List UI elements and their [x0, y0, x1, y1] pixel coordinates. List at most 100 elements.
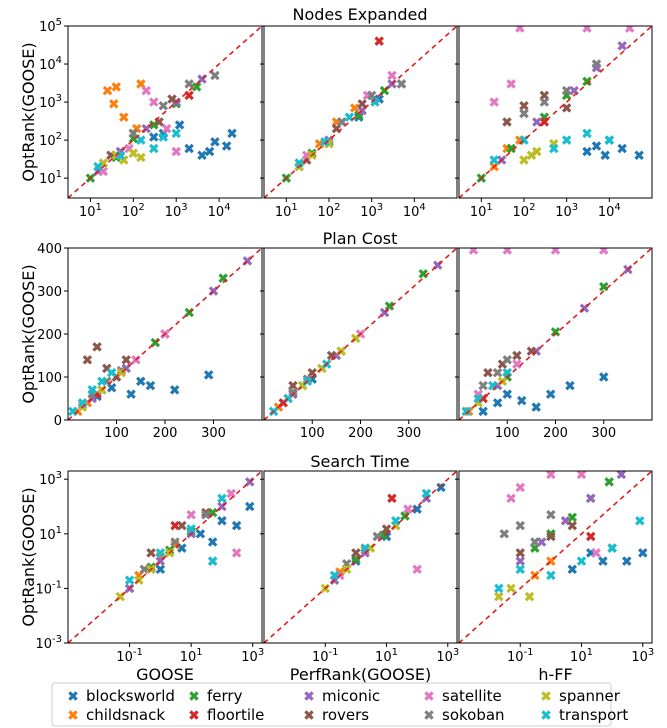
point-ferry — [550, 327, 561, 337]
point-rovers — [546, 531, 556, 542]
point-sokoban — [539, 97, 550, 107]
legend-label: rovers — [322, 706, 369, 724]
point-miconic — [616, 471, 627, 480]
chart-title: Search Time — [310, 452, 409, 471]
point-transport — [186, 524, 196, 534]
legend-item-miconic: miconic — [304, 687, 380, 705]
x-tick-label: 103 — [436, 647, 459, 665]
point-satellite — [403, 504, 413, 514]
plot-area — [459, 471, 652, 643]
panel-h-ff: 101 102 103 104 — [455, 25, 653, 220]
point-transport — [561, 135, 572, 145]
point-rovers — [92, 342, 102, 352]
point-blocksworld — [221, 141, 232, 151]
point-sokoban — [492, 367, 503, 378]
point-satellite — [624, 26, 635, 33]
point-transport — [97, 376, 107, 387]
point-transport — [607, 543, 617, 553]
point-transport — [106, 367, 117, 378]
reference-line — [264, 26, 457, 198]
point-blocksworld — [412, 504, 422, 514]
point-blocksworld — [531, 402, 541, 412]
x-tick-label: 101 — [570, 647, 593, 665]
point-transport — [87, 385, 97, 395]
point-blocksworld — [169, 385, 180, 395]
point-blocksworld — [591, 141, 602, 151]
legend-marker-ferry — [189, 691, 199, 701]
legend-marker-satellite — [424, 691, 434, 701]
legend-item-satellite: satellite — [424, 687, 502, 705]
legend-marker-rovers — [304, 710, 314, 720]
panel-perfrank-goose-: 101 102 103 104 — [260, 25, 458, 220]
point-blocksworld — [245, 501, 255, 512]
x-tick-label: 102 — [122, 202, 145, 220]
y-tick-label: 101 — [39, 525, 62, 543]
point-satellite — [515, 482, 525, 493]
point-transport — [604, 135, 615, 145]
point-rovers — [502, 117, 512, 127]
point-transport — [158, 132, 169, 142]
point-spanner — [532, 146, 542, 157]
point-blocksworld — [174, 120, 185, 130]
legend-marker-transport — [541, 710, 551, 720]
y-tick-label: 102 — [39, 131, 62, 149]
x-tick-label: 101 — [180, 647, 203, 665]
point-transport — [320, 137, 330, 147]
point-blocksworld — [516, 395, 527, 406]
point-blocksworld — [145, 380, 156, 391]
point-blocksworld — [136, 376, 146, 387]
point-spanner — [519, 155, 529, 165]
x-tick-label: 102 — [513, 202, 536, 220]
panel-frame — [263, 470, 458, 644]
point-rovers — [121, 355, 131, 365]
point-blocksworld — [195, 529, 206, 539]
legend-label: satellite — [442, 687, 502, 705]
point-satellite — [506, 493, 516, 504]
panel-frame — [263, 25, 458, 199]
panel-perfrank-goose-: 100 200 300 — [260, 247, 458, 441]
point-sokoban — [170, 537, 180, 547]
point-rovers — [351, 548, 361, 558]
plot-area — [459, 248, 652, 420]
x-tick-label: 300 — [396, 426, 421, 441]
legend-item-transport: transport — [541, 706, 628, 724]
panel-frame — [67, 25, 263, 199]
x-tick-label: 103 — [360, 202, 383, 220]
point-blocksworld — [582, 146, 592, 157]
point-satellite — [582, 26, 592, 33]
point-childsnack — [349, 103, 360, 113]
point-miconic — [617, 41, 627, 51]
point-satellite — [226, 488, 236, 499]
legend-item-rovers: rovers — [304, 706, 369, 724]
point-sokoban — [515, 520, 525, 531]
x-tick-label: 200 — [153, 426, 178, 441]
point-blocksworld — [197, 150, 207, 160]
point-childsnack — [102, 85, 113, 96]
point-rovers — [512, 350, 522, 361]
legend-label: sokoban — [442, 706, 505, 724]
point-spanner — [524, 591, 535, 602]
x-tick-label: 101 — [470, 202, 493, 220]
point-transport — [635, 516, 645, 526]
point-transport — [515, 564, 525, 575]
point-sokoban — [366, 90, 377, 101]
point-spanner — [506, 583, 516, 594]
point-spanner — [494, 591, 504, 602]
point-rovers — [146, 548, 156, 558]
point-transport — [549, 143, 559, 154]
legend-marker-blocksworld — [68, 691, 78, 701]
point-rovers — [567, 520, 578, 531]
x-tick-label: 101 — [275, 202, 298, 220]
chart-title: Nodes Expanded — [292, 5, 427, 24]
point-satellite — [591, 548, 601, 558]
point-blocksworld — [492, 398, 503, 408]
point-miconic — [515, 556, 525, 566]
point-satellite — [186, 510, 196, 520]
legend-marker-childsnack — [68, 710, 78, 720]
reference-line — [264, 471, 457, 643]
point-satellite — [412, 564, 422, 575]
point-childsnack — [119, 112, 129, 122]
point-blocksworld — [126, 389, 136, 399]
